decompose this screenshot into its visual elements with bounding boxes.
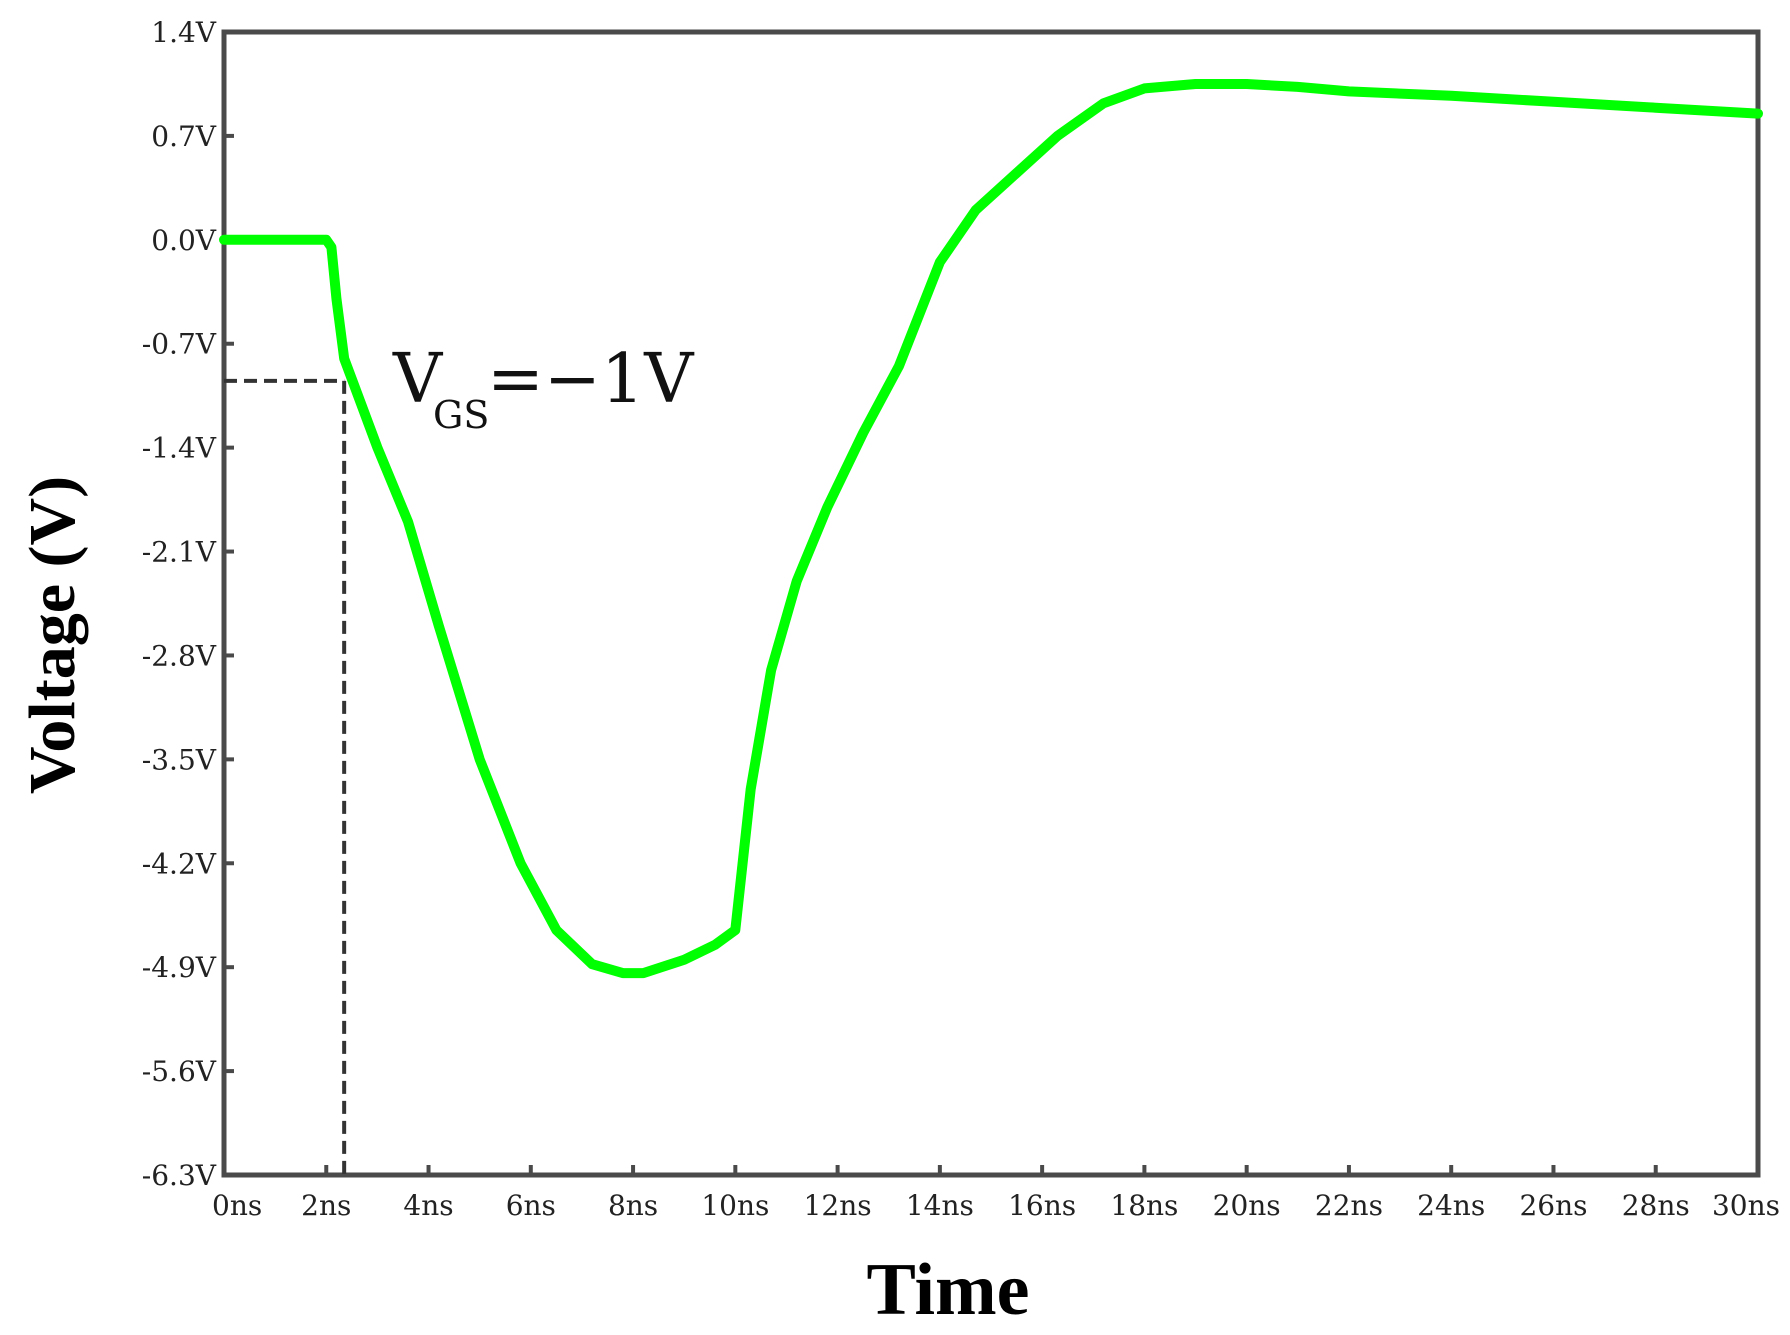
vgs-label-main: V	[392, 340, 444, 419]
y-tick-label: -6.3V	[142, 1159, 217, 1192]
y-tick-label: -4.9V	[142, 951, 217, 984]
x-axis: 0ns 2ns 4ns 6ns 8ns 10ns 12ns 14ns 16ns 18ns 20ns 2…	[212, 1165, 1780, 1222]
y-tick-label: -2.1V	[142, 536, 217, 569]
x-tick-label: 22ns	[1315, 1189, 1383, 1222]
x-tick-label: 2ns	[301, 1189, 351, 1222]
x-tick-label: 28ns	[1622, 1189, 1690, 1222]
vgs-label-value: =−1V	[487, 340, 695, 419]
x-tick-label: 8ns	[608, 1189, 658, 1222]
y-tick-label: -5.6V	[142, 1055, 217, 1088]
x-tick-label: 20ns	[1213, 1189, 1281, 1222]
y-tick-label: 0.7V	[151, 120, 217, 153]
series-layer	[219, 79, 1763, 979]
vgs-annotation: V GS =−1V	[392, 340, 695, 437]
series-line-0	[219, 79, 1763, 979]
vgs-label-subscript: GS	[433, 393, 489, 437]
x-tick-label: 18ns	[1110, 1189, 1178, 1222]
x-tick-label: 10ns	[701, 1189, 769, 1222]
y-tick-label: -2.8V	[142, 639, 217, 672]
x-tick-label: 12ns	[804, 1189, 872, 1222]
x-tick-label: 4ns	[403, 1189, 453, 1222]
x-tick-label: 14ns	[906, 1189, 974, 1222]
y-tick-label: 0.0V	[151, 224, 217, 257]
y-axis: 1.4V 0.7V 0.0V -0.7V -1.4V -2.1V -2.8V -3.5V -4.…	[142, 16, 234, 1192]
y-axis-title: Voltage (V)	[16, 476, 89, 794]
x-tick-label: 16ns	[1008, 1189, 1076, 1222]
y-tick-label: -0.7V	[142, 328, 217, 361]
x-tick-label: 26ns	[1519, 1189, 1587, 1222]
y-tick-label: -4.2V	[142, 847, 217, 880]
x-tick-label: 6ns	[506, 1189, 556, 1222]
plot-frame	[221, 29, 1761, 1178]
y-tick-label: -1.4V	[142, 432, 217, 465]
y-tick-label: -3.5V	[142, 743, 217, 776]
vgs-marker	[224, 378, 347, 1175]
x-tick-label: 0ns	[212, 1189, 262, 1222]
x-tick-label: 24ns	[1417, 1189, 1485, 1222]
x-axis-title: Time	[866, 1249, 1029, 1331]
x-tick-label: 30ns	[1712, 1189, 1780, 1222]
y-tick-label: 1.4V	[151, 16, 217, 49]
